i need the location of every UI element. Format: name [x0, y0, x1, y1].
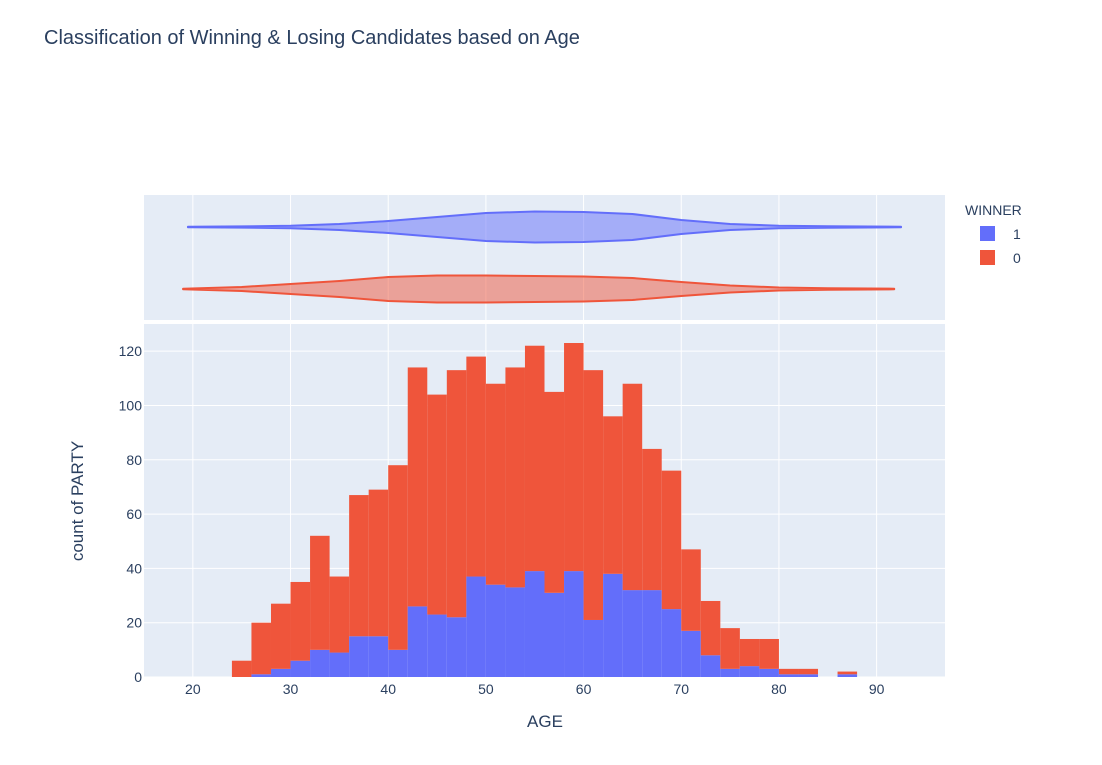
y-tick-label: 20 [126, 615, 142, 631]
x-tick-label: 90 [869, 681, 885, 697]
legend-swatch-0 [980, 250, 995, 265]
legend-title: WINNER [965, 202, 1022, 218]
y-tick-label: 60 [126, 506, 142, 522]
bar-winner-0 [544, 391, 565, 593]
bar-winner-1 [251, 674, 271, 677]
x-axis-ticks: 20 30 40 50 60 70 80 90 [185, 681, 885, 697]
violin-panel [144, 195, 945, 320]
bar-winner-0 [446, 370, 467, 618]
bar-winner-0 [349, 495, 369, 637]
bar-winner-1 [349, 636, 369, 677]
bar-winner-0 [837, 671, 858, 675]
bar-winner-0 [603, 416, 623, 574]
bar-winner-1 [661, 609, 682, 677]
bar-winner-1 [407, 606, 428, 677]
bar-winner-1 [837, 674, 858, 677]
legend-label-1: 1 [1013, 226, 1021, 242]
bar-winner-1 [739, 666, 760, 677]
bar-winner-0 [720, 628, 740, 669]
bar-winner-0 [407, 367, 428, 607]
legend: WINNER 1 0 [965, 202, 1022, 266]
bar-winner-1 [446, 617, 467, 677]
bar-winner-0 [485, 383, 506, 585]
bar-winner-0 [427, 394, 447, 615]
legend-item-1[interactable]: 1 [980, 226, 1021, 242]
histogram-bars [231, 343, 858, 677]
legend-swatch-1 [980, 226, 995, 241]
bar-winner-0 [329, 576, 350, 653]
bar-winner-1 [505, 587, 525, 677]
chart-title: Classification of Winning & Losing Candi… [44, 27, 580, 49]
violin-winner-1 [186, 210, 903, 244]
bar-winner-1 [270, 668, 291, 677]
violin-winner-0 [182, 274, 896, 304]
bar-winner-0 [564, 343, 584, 572]
bar-winner-0 [739, 638, 760, 667]
legend-label-0: 0 [1013, 250, 1021, 266]
x-tick-label: 20 [185, 681, 201, 697]
y-tick-label: 100 [119, 397, 143, 413]
x-tick-label: 70 [673, 681, 689, 697]
bar-winner-0 [466, 356, 486, 577]
bar-winner-1 [564, 571, 584, 677]
bar-winner-1 [720, 668, 740, 677]
bar-winner-0 [642, 448, 662, 591]
y-tick-label: 120 [119, 343, 143, 359]
bar-winner-0 [290, 581, 311, 661]
bar-winner-0 [778, 668, 799, 675]
bar-winner-1 [603, 573, 623, 677]
bar-winner-1 [485, 584, 506, 677]
bar-winner-1 [798, 674, 819, 677]
x-tick-label: 80 [771, 681, 787, 697]
bar-winner-1 [368, 636, 389, 677]
x-tick-label: 60 [576, 681, 592, 697]
x-tick-label: 50 [478, 681, 494, 697]
bar-winner-0 [505, 367, 525, 588]
y-tick-label: 80 [126, 452, 142, 468]
legend-item-0[interactable]: 0 [980, 250, 1021, 266]
y-tick-label: 40 [126, 560, 142, 576]
bar-winner-0 [368, 489, 389, 637]
bar-winner-1 [524, 571, 545, 677]
bar-winner-1 [329, 652, 350, 677]
x-tick-label: 30 [283, 681, 299, 697]
y-axis-ticks: 0 20 40 60 80 100 120 [119, 343, 143, 685]
bar-winner-1 [681, 630, 701, 677]
bar-winner-1 [388, 649, 408, 677]
bar-winner-1 [759, 668, 779, 677]
bar-winner-1 [427, 614, 447, 677]
bar-winner-0 [270, 603, 291, 669]
bar-winner-0 [700, 600, 721, 656]
bar-winner-0 [681, 549, 701, 631]
bar-winner-0 [231, 660, 252, 677]
bar-winner-1 [700, 655, 721, 677]
bar-winner-0 [388, 465, 408, 650]
bar-winner-0 [583, 370, 604, 620]
bar-winner-0 [798, 668, 819, 675]
bar-winner-0 [524, 345, 545, 572]
bar-winner-0 [759, 638, 779, 669]
bar-winner-0 [661, 470, 682, 610]
bar-winner-1 [622, 590, 643, 677]
bar-winner-1 [778, 674, 799, 677]
bar-winner-1 [310, 649, 330, 677]
bar-winner-1 [466, 576, 486, 677]
y-tick-label: 0 [134, 669, 142, 685]
bar-winner-1 [544, 592, 565, 677]
bar-winner-0 [622, 383, 643, 591]
bar-winner-1 [290, 660, 311, 677]
violin-shapes [182, 210, 903, 304]
bar-winner-1 [642, 590, 662, 677]
bar-winner-1 [583, 619, 604, 677]
x-axis-title: AGE [527, 712, 563, 731]
bar-winner-0 [310, 535, 330, 650]
y-axis-title: count of PARTY [68, 441, 87, 561]
histogram-panel: 20 30 40 50 60 70 80 90 0 20 40 60 80 100 120 [119, 324, 945, 697]
bar-winner-0 [251, 622, 271, 675]
x-tick-label: 40 [380, 681, 396, 697]
